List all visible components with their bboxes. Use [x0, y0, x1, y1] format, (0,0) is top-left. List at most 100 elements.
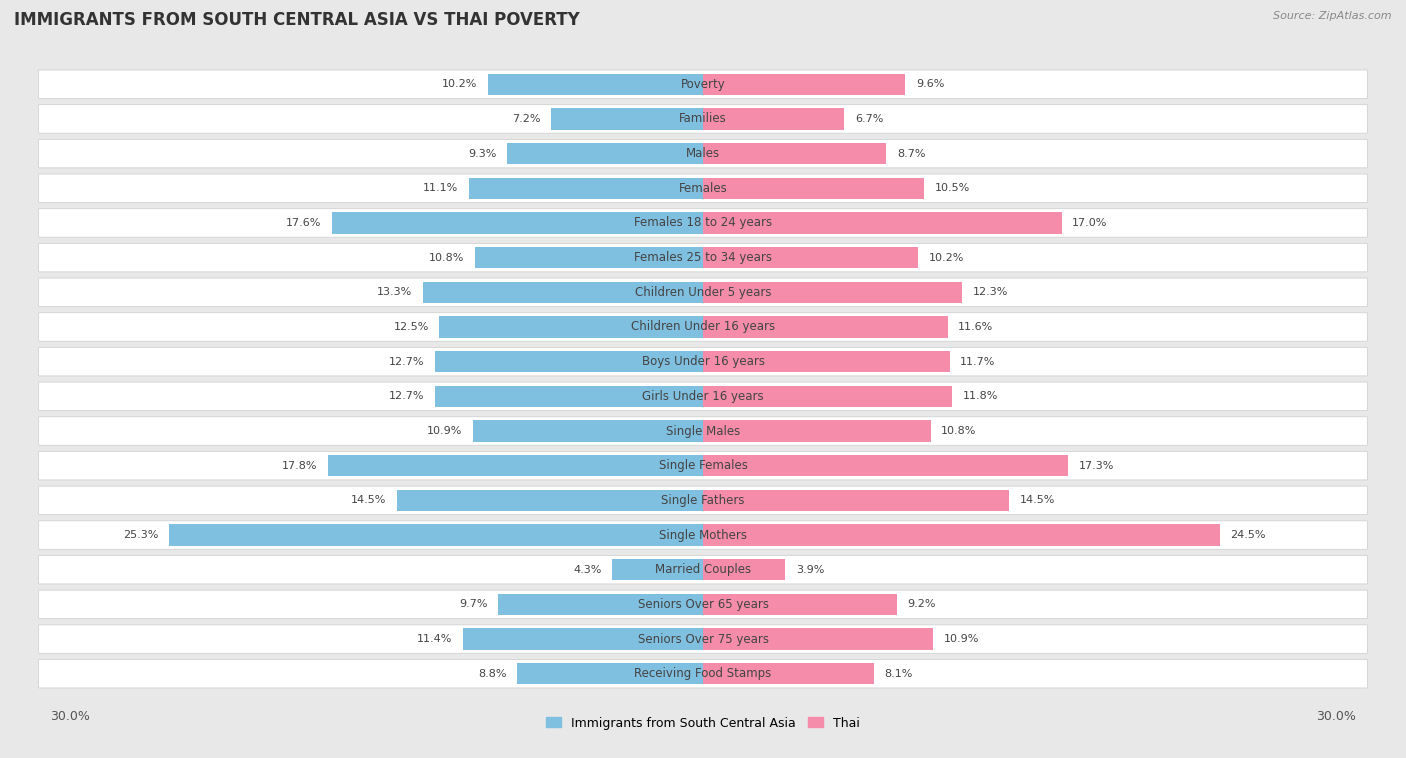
Text: Families: Families [679, 112, 727, 125]
Bar [703, 525, 1219, 546]
Bar [703, 490, 1010, 511]
Bar [439, 316, 703, 338]
Bar [472, 420, 703, 442]
Text: 12.5%: 12.5% [394, 322, 429, 332]
Text: Children Under 16 years: Children Under 16 years [631, 321, 775, 334]
FancyBboxPatch shape [38, 313, 1367, 341]
FancyBboxPatch shape [38, 521, 1367, 550]
FancyBboxPatch shape [38, 625, 1367, 653]
Text: Married Couples: Married Couples [655, 563, 751, 576]
Text: Single Males: Single Males [666, 424, 740, 437]
Bar [436, 386, 703, 407]
Text: 10.5%: 10.5% [935, 183, 970, 193]
Bar [332, 212, 703, 233]
FancyBboxPatch shape [38, 556, 1367, 584]
Bar [703, 212, 1062, 233]
Text: Females 18 to 24 years: Females 18 to 24 years [634, 217, 772, 230]
Bar [517, 663, 703, 684]
Bar [613, 559, 703, 581]
Text: 11.8%: 11.8% [963, 391, 998, 401]
FancyBboxPatch shape [38, 452, 1367, 480]
Bar [703, 143, 886, 164]
Text: Poverty: Poverty [681, 78, 725, 91]
Text: 8.7%: 8.7% [897, 149, 925, 158]
Bar [703, 316, 948, 338]
Text: 10.9%: 10.9% [943, 634, 979, 644]
Text: Females 25 to 34 years: Females 25 to 34 years [634, 251, 772, 264]
Text: 12.3%: 12.3% [973, 287, 1008, 297]
Text: Receiving Food Stamps: Receiving Food Stamps [634, 667, 772, 680]
Text: 17.6%: 17.6% [285, 218, 321, 228]
Bar [703, 386, 952, 407]
Text: Children Under 5 years: Children Under 5 years [634, 286, 772, 299]
Text: Seniors Over 75 years: Seniors Over 75 years [637, 633, 769, 646]
Bar [703, 247, 918, 268]
Text: 4.3%: 4.3% [574, 565, 602, 575]
Text: 12.7%: 12.7% [389, 357, 425, 367]
Text: 17.8%: 17.8% [281, 461, 318, 471]
Bar [422, 281, 703, 303]
Text: Females: Females [679, 182, 727, 195]
FancyBboxPatch shape [38, 70, 1367, 99]
Text: Boys Under 16 years: Boys Under 16 years [641, 356, 765, 368]
FancyBboxPatch shape [38, 174, 1367, 202]
Legend: Immigrants from South Central Asia, Thai: Immigrants from South Central Asia, Thai [541, 712, 865, 735]
Text: 10.8%: 10.8% [429, 252, 464, 262]
FancyBboxPatch shape [38, 590, 1367, 619]
Text: 9.6%: 9.6% [917, 80, 945, 89]
Bar [703, 628, 934, 650]
Text: 8.1%: 8.1% [884, 669, 912, 678]
Bar [703, 663, 873, 684]
Text: 14.5%: 14.5% [352, 496, 387, 506]
Text: 6.7%: 6.7% [855, 114, 883, 124]
Text: Single Fathers: Single Fathers [661, 494, 745, 507]
FancyBboxPatch shape [38, 278, 1367, 306]
Text: 11.4%: 11.4% [416, 634, 453, 644]
Bar [463, 628, 703, 650]
Text: 8.8%: 8.8% [478, 669, 508, 678]
Bar [703, 559, 785, 581]
FancyBboxPatch shape [38, 486, 1367, 515]
Bar [703, 351, 950, 372]
Bar [703, 281, 963, 303]
Bar [398, 490, 703, 511]
Text: IMMIGRANTS FROM SOUTH CENTRAL ASIA VS THAI POVERTY: IMMIGRANTS FROM SOUTH CENTRAL ASIA VS TH… [14, 11, 579, 30]
Text: Girls Under 16 years: Girls Under 16 years [643, 390, 763, 402]
Bar [170, 525, 703, 546]
Bar [703, 177, 925, 199]
Bar [488, 74, 703, 95]
Bar [328, 455, 703, 477]
Bar [703, 594, 897, 615]
Bar [436, 351, 703, 372]
Text: 11.7%: 11.7% [960, 357, 995, 367]
Bar [470, 177, 703, 199]
Text: 10.2%: 10.2% [441, 80, 478, 89]
FancyBboxPatch shape [38, 659, 1367, 688]
Text: 11.6%: 11.6% [959, 322, 994, 332]
FancyBboxPatch shape [38, 208, 1367, 237]
FancyBboxPatch shape [38, 382, 1367, 411]
Text: 10.2%: 10.2% [929, 252, 965, 262]
Text: 10.8%: 10.8% [942, 426, 977, 436]
Text: Seniors Over 65 years: Seniors Over 65 years [637, 598, 769, 611]
Text: 9.3%: 9.3% [468, 149, 496, 158]
Text: 11.1%: 11.1% [423, 183, 458, 193]
Text: 9.2%: 9.2% [908, 600, 936, 609]
Text: 14.5%: 14.5% [1019, 496, 1054, 506]
Bar [475, 247, 703, 268]
Text: Single Females: Single Females [658, 459, 748, 472]
Bar [703, 74, 905, 95]
Text: 7.2%: 7.2% [512, 114, 540, 124]
Text: 9.7%: 9.7% [460, 600, 488, 609]
Bar [551, 108, 703, 130]
Bar [703, 108, 844, 130]
Text: 10.9%: 10.9% [427, 426, 463, 436]
Text: 24.5%: 24.5% [1230, 530, 1265, 540]
Text: 3.9%: 3.9% [796, 565, 824, 575]
FancyBboxPatch shape [38, 347, 1367, 376]
Text: 17.3%: 17.3% [1078, 461, 1114, 471]
FancyBboxPatch shape [38, 243, 1367, 272]
Text: 17.0%: 17.0% [1073, 218, 1108, 228]
Text: 13.3%: 13.3% [377, 287, 412, 297]
FancyBboxPatch shape [38, 417, 1367, 445]
